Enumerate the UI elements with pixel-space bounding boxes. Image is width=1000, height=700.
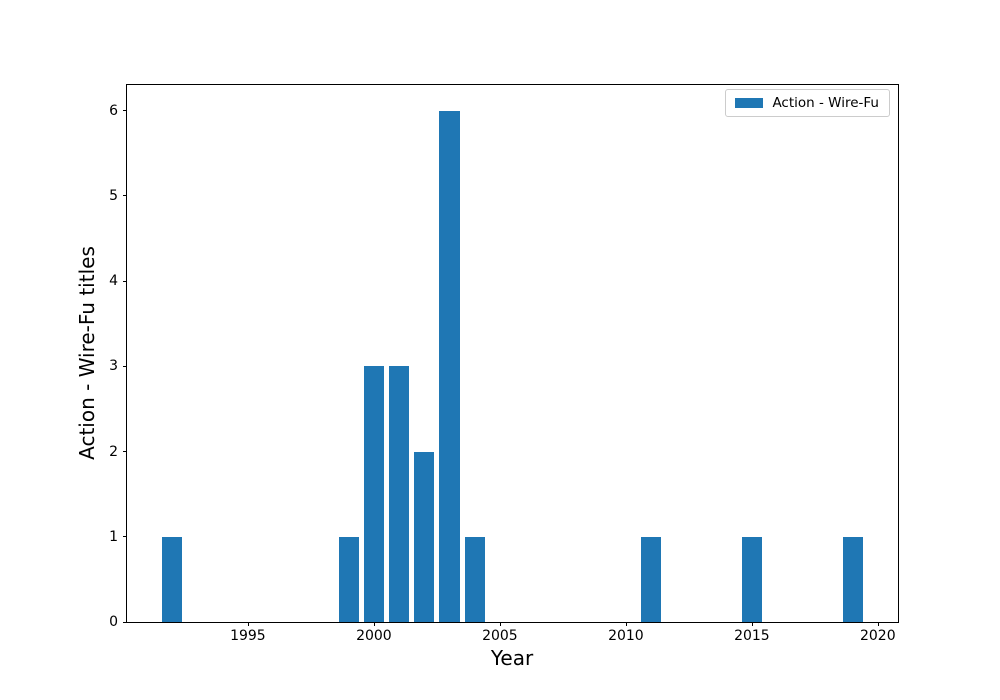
y-tick-label: 2 xyxy=(109,443,118,460)
x-tick-mark xyxy=(751,622,753,626)
y-tick-label: 0 xyxy=(109,614,118,630)
bar-2001 xyxy=(389,366,410,622)
y-axis-label: Action - Wire-Fu titles xyxy=(75,246,99,460)
legend-label: Action - Wire-Fu xyxy=(772,95,879,111)
bar-1999 xyxy=(338,536,359,622)
bar-2000 xyxy=(363,366,384,622)
x-tick-label: 2010 xyxy=(608,628,644,644)
bar-2011 xyxy=(641,536,662,622)
y-tick-mark xyxy=(123,195,127,197)
x-tick-mark xyxy=(499,622,501,626)
bar-2019 xyxy=(842,536,863,622)
y-tick-label: 4 xyxy=(109,273,118,289)
y-tick-label: 3 xyxy=(109,358,118,375)
x-tick-label: 2015 xyxy=(734,628,770,644)
x-tick-label: 2020 xyxy=(859,628,896,644)
y-tick-label: 1 xyxy=(109,528,118,545)
x-tick-mark xyxy=(877,622,879,626)
legend: Action - Wire-Fu xyxy=(725,89,890,118)
y-tick-mark xyxy=(123,280,127,282)
y-tick-label: 6 xyxy=(109,102,118,119)
y-tick-mark xyxy=(123,365,127,367)
x-axis-ticks: 1995 2000 2005 2010 2015 2020 xyxy=(127,85,898,644)
y-tick-mark xyxy=(123,451,127,452)
x-tick-label: 2000 xyxy=(356,628,392,644)
x-tick-mark xyxy=(625,622,627,626)
bar-2015 xyxy=(741,536,762,622)
bar-2002 xyxy=(414,451,435,622)
y-tick-mark xyxy=(123,536,127,538)
bar-2003 xyxy=(439,110,460,622)
bar-1992 xyxy=(162,536,183,622)
x-tick-label: 2005 xyxy=(482,628,518,644)
bars-layer xyxy=(127,85,898,622)
x-tick-label: 1995 xyxy=(230,628,266,644)
x-tick-mark xyxy=(247,622,249,626)
plot-area: 1995 2000 2005 2010 2015 2020 0 1 2 3 4 5 6 Action … xyxy=(109,84,899,644)
x-tick-mark xyxy=(373,622,375,626)
bar-2004 xyxy=(464,536,485,622)
y-axis-ticks: 0 1 2 3 4 5 6 xyxy=(109,85,898,629)
y-tick-mark xyxy=(123,110,127,112)
legend-swatch-icon xyxy=(735,98,764,109)
y-tick-label: 5 xyxy=(109,187,118,204)
y-tick-mark xyxy=(123,621,127,623)
x-axis-label: Year xyxy=(490,646,534,670)
